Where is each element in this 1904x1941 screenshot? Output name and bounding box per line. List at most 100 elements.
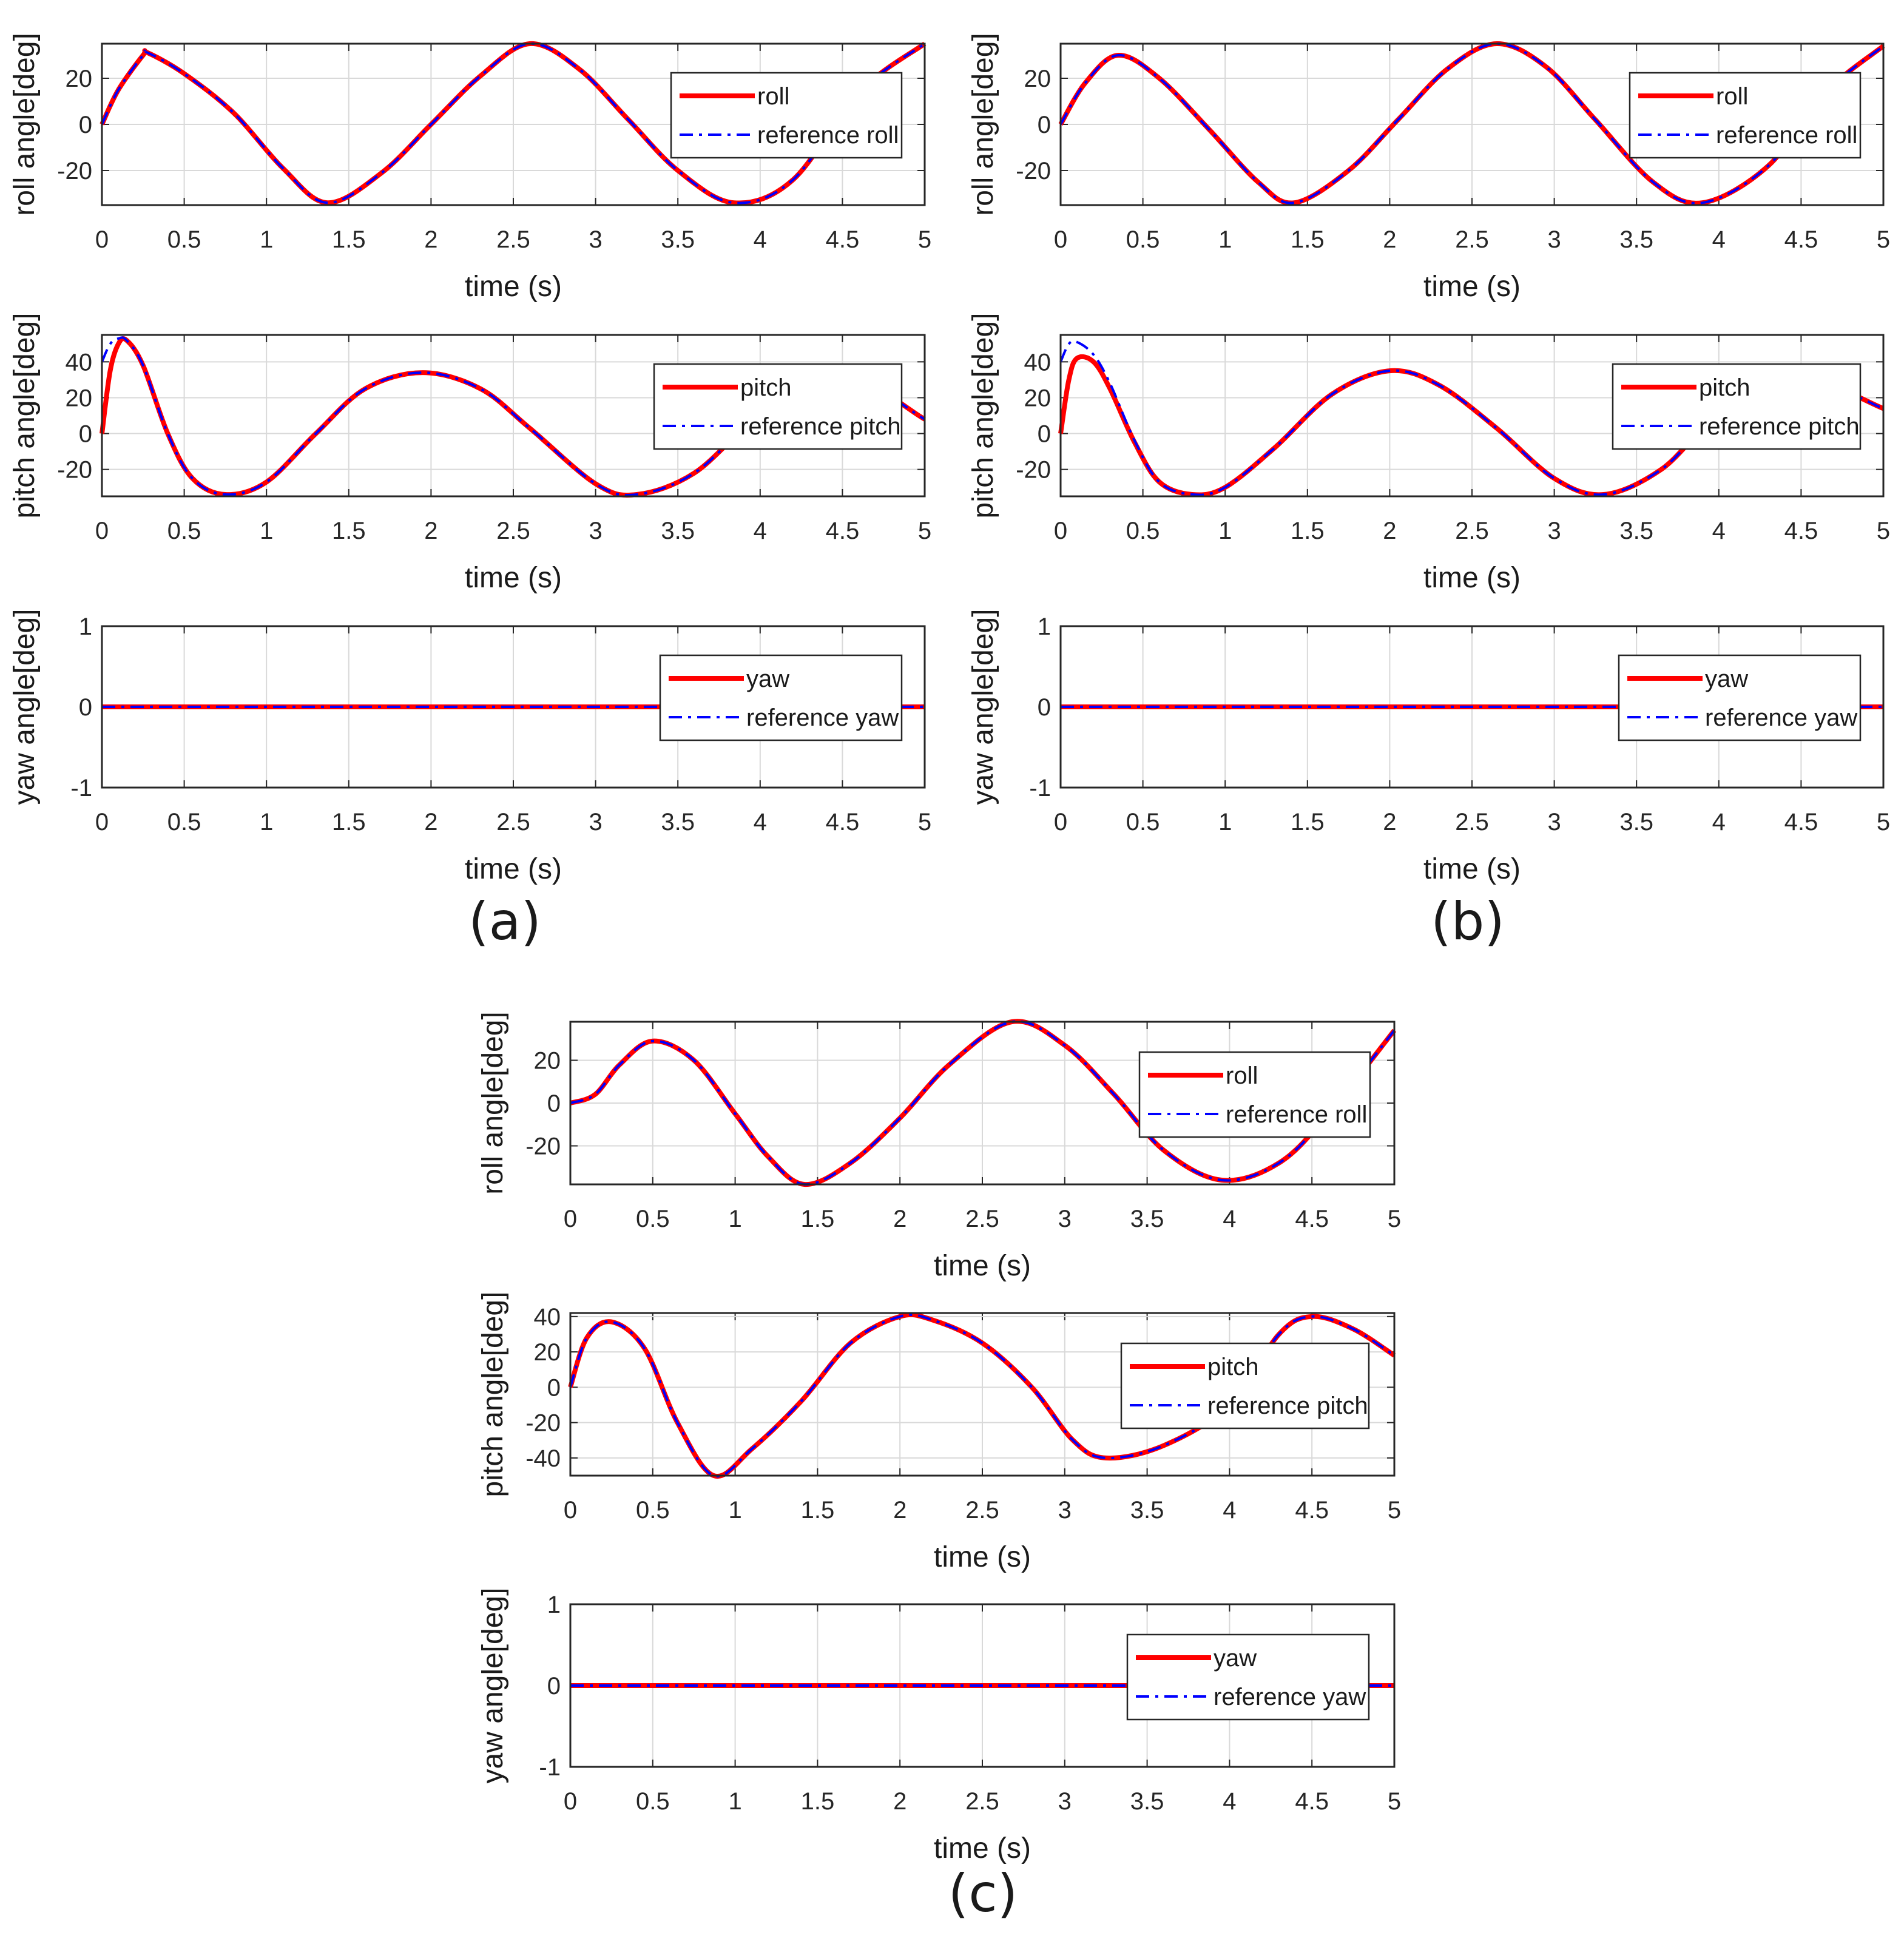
x-tick-label: 3 [1547,226,1561,253]
x-tick-label: 4.5 [1784,518,1818,544]
x-tick-label: 1 [728,1788,741,1815]
legend: roll reference roll [1629,72,1862,159]
x-tick-label: 3.5 [661,518,695,544]
x-tick-label: 0.5 [636,1206,670,1232]
x-tick-label: 1.5 [1291,809,1325,835]
x-tick-label: 3.5 [661,809,695,835]
x-tick-label: 0 [564,1788,577,1815]
chart-b-roll: 0 0.5 1 1.5 2 2.5 3 3.5 4 4.5 5 20 0 -20 roll reference… [967,33,1890,303]
legend-box [670,72,903,159]
legend: pitch reference pitch [1120,1342,1370,1430]
x-tick-label: 2.5 [965,1497,999,1524]
legend-label-reference-yaw: reference yaw [1214,1684,1366,1710]
x-tick-label: 2.5 [965,1206,999,1232]
y-tick-label: 0 [1038,694,1051,721]
y-axis-label: roll angle[deg] [967,33,999,216]
panel-label-c: (c) [948,1863,1018,1924]
y-tick-label: 40 [66,349,93,376]
x-tick-label: 2.5 [496,518,530,544]
legend-box [1618,654,1862,741]
charts-layer: 0 0.5 1 1.5 2 2.5 3 3.5 4 4.5 5200-20rollreference… [8,33,1890,1865]
legend-label-yaw: yaw [1705,666,1748,692]
y-tick-label: 20 [534,1047,561,1074]
panel-label-b: (b) [1431,891,1505,952]
y-axis-label: pitch angle[deg] [477,1292,509,1497]
axes-frame [1059,625,1885,789]
x-tick-label: 0 [1054,226,1067,253]
y-tick-label: 0 [1038,112,1051,138]
x-axis-label: time (s) [1423,853,1521,885]
chart-a-pitch: 0 0.5 1 1.5 2 2.5 3 3.5 4 4.5 5 40 20 0 -20 pitch refere… [8,313,931,594]
axes-frame [101,334,926,498]
x-tick-label: 4 [754,809,767,835]
axes-frame [569,1312,1396,1477]
x-tick-label: 3.5 [661,226,695,253]
legend-label-reference-roll: reference roll [1226,1101,1367,1128]
legend-box [1612,363,1862,450]
x-tick-label: 2 [424,809,437,835]
legend-label-roll: roll [1716,83,1748,110]
x-tick-label: 2 [424,226,437,253]
legend-label-reference-roll: reference roll [757,122,899,149]
x-tick-label: 1.5 [332,518,366,544]
x-tick-label: 3 [1547,518,1561,544]
x-tick-label: 1 [260,809,273,835]
x-tick-label: 1 [1218,518,1232,544]
series-line-reference-pitch [101,336,925,497]
y-axis-label: roll angle[deg] [477,1011,509,1195]
x-tick-label: 3 [589,809,602,835]
x-tick-label: 1.5 [801,1788,835,1815]
x-tick-label: 1 [728,1206,741,1232]
x-tick-label: 3.5 [1619,809,1653,835]
x-tick-label: 1 [728,1497,741,1524]
y-tick-label: 1 [547,1592,561,1618]
x-tick-label: 4.5 [1295,1497,1329,1524]
x-tick-label: 1 [260,518,273,544]
x-tick-label: 0.5 [636,1788,670,1815]
y-tick-label: 20 [66,66,93,92]
x-tick-label: 1.5 [332,226,366,253]
x-tick-label: 4.5 [826,809,860,835]
y-tick-label: 20 [1024,385,1052,411]
legend-box [653,363,903,450]
legend-box [1120,1342,1370,1430]
x-tick-label: 3 [1547,809,1561,835]
x-tick-label: 3 [1058,1206,1072,1232]
x-tick-label: 0.5 [167,518,201,544]
x-axis-label: time (s) [934,1541,1031,1573]
x-tick-label: 2 [893,1788,906,1815]
x-tick-label: 3 [589,226,602,253]
legend: yaw reference yaw [659,654,903,741]
y-tick-label: -1 [539,1754,561,1781]
y-axis-label: roll angle[deg] [8,33,41,216]
legend: pitch reference pitch [653,363,903,450]
legend: pitch reference pitch [1612,363,1862,450]
x-tick-label: 2.5 [1455,809,1489,835]
x-tick-label: 0 [564,1206,577,1232]
y-tick-label: -20 [1016,158,1051,184]
x-tick-label: 5 [1877,518,1890,544]
y-axis-label: yaw angle[deg] [8,609,41,805]
y-tick-label: 1 [79,613,92,640]
x-tick-label: 4.5 [1784,226,1818,253]
axes-frame [569,1603,1396,1768]
axes-frame [101,625,926,789]
y-tick-label: -20 [525,1410,561,1437]
y-tick-label: -1 [1029,775,1051,802]
x-tick-label: 2 [1383,518,1396,544]
x-tick-label: 2.5 [965,1788,999,1815]
x-tick-label: 1 [1218,809,1232,835]
x-tick-label: 2.5 [496,809,530,835]
x-tick-label: 2.5 [496,226,530,253]
x-tick-label: 1.5 [1291,226,1325,253]
x-tick-label: 3.5 [1130,1206,1164,1232]
x-tick-label: 4 [1223,1206,1236,1232]
x-tick-label: 4 [1223,1788,1236,1815]
x-tick-label: 2 [893,1206,906,1232]
x-tick-label: 4 [1712,518,1726,544]
x-tick-label: 1 [260,226,273,253]
y-tick-label: 40 [1024,349,1052,376]
